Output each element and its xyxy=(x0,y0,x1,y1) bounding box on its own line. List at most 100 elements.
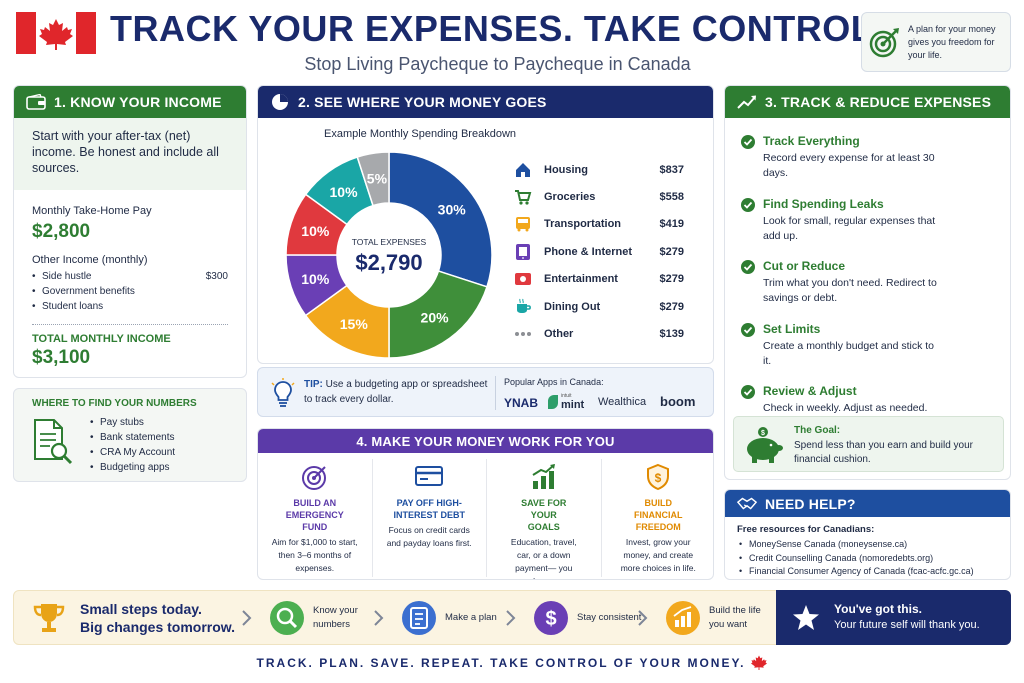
list-item: Credit Counselling Canada (nomoredebts.o… xyxy=(739,552,1009,566)
goal-title: The Goal: xyxy=(794,425,841,436)
spending-card: 2. SEE WHERE YOUR MONEY GOES Example Mon… xyxy=(257,85,714,364)
svg-text:$: $ xyxy=(655,471,662,485)
help-header: NEED HELP? xyxy=(725,490,1010,517)
tip-label: TIP: xyxy=(304,379,323,390)
track-item-text: Trim what you don't need. Redirect to sa… xyxy=(763,277,937,304)
footer-step: Build the life you want xyxy=(666,601,777,635)
track-item: Cut or Reduce Trim what you don't need. … xyxy=(741,259,1001,322)
work-columns: BUILD AN EMERGENCY FUND Aim for $1,000 t… xyxy=(258,459,713,579)
track-item-text: Record every expense for at least 30 day… xyxy=(763,152,935,179)
work-header: 4. MAKE YOUR MONEY WORK FOR YOU xyxy=(258,429,713,453)
work-item-text: Education, travel, car, or a down paymen… xyxy=(510,537,577,579)
callout-text: A plan for your money gives you freedom … xyxy=(908,23,996,60)
donut-center-label: TOTAL EXPENSES xyxy=(351,237,427,247)
income-heading: 1. KNOW YOUR INCOME xyxy=(54,94,222,110)
donut-center-value: $2,790 xyxy=(355,250,423,275)
spending-header: 2. SEE WHERE YOUR MONEY GOES xyxy=(258,86,713,118)
goal-box: $ The Goal: Spend less than you earn and… xyxy=(733,416,1004,472)
donut-percent-label: 30% xyxy=(438,201,467,217)
take-home-value: $2,800 xyxy=(32,221,91,242)
footer-step: $ Stay consistent xyxy=(534,601,645,635)
page-title: TRACK YOUR EXPENSES. TAKE CONTROL. xyxy=(110,8,884,49)
track-item-title: Find Spending Leaks xyxy=(763,196,884,211)
legend-item: Groceries $558 xyxy=(514,183,684,210)
legend-value: $558 xyxy=(659,191,684,204)
donut-slice-other xyxy=(356,151,390,207)
trend-up-icon xyxy=(737,92,757,112)
income-intro: Start with your after-tax (net) income. … xyxy=(32,129,219,175)
income-intro-box: Start with your after-tax (net) income. … xyxy=(14,118,246,190)
cart-icon xyxy=(514,188,532,206)
legend-label: Phone & Internet xyxy=(544,245,633,258)
dollar-icon: $ xyxy=(534,601,568,635)
list-item: Side hustle$300 xyxy=(32,269,228,284)
donut-percent-label: 20% xyxy=(421,310,450,326)
legend-value: $419 xyxy=(659,218,684,231)
legend-value: $139 xyxy=(659,328,684,341)
spending-heading: 2. SEE WHERE YOUR MONEY GOES xyxy=(298,94,547,110)
credit-card-icon xyxy=(377,463,483,493)
list-item: CRA My Account xyxy=(90,445,175,460)
donut-percent-label: 10% xyxy=(301,271,330,287)
work-item-text: Invest, grow your money, and create more… xyxy=(620,537,696,573)
legend-label: Transportation xyxy=(544,218,622,231)
star-icon xyxy=(792,604,820,637)
legend-label: Other xyxy=(544,328,574,341)
help-heading: NEED HELP? xyxy=(765,495,856,512)
list-item: Bank statements xyxy=(90,430,175,445)
track-list: Track Everything Record every expense fo… xyxy=(741,134,1001,447)
work-heading: 4. MAKE YOUR MONEY WORK FOR YOU xyxy=(356,433,615,449)
bus-icon xyxy=(514,215,532,233)
legend-label: Housing xyxy=(544,163,588,176)
footer-line2: Big changes tomorrow. xyxy=(80,619,236,635)
track-item: Set Limits Create a monthly budget and s… xyxy=(741,322,1001,385)
legend-value: $279 xyxy=(659,300,684,313)
house-icon xyxy=(514,161,532,179)
spending-legend: Housing $837 Groceries $558 Transportati… xyxy=(514,156,684,348)
target-icon xyxy=(868,25,902,59)
growth-chart-icon xyxy=(491,463,597,493)
donut-percent-label: 15% xyxy=(340,316,369,332)
goal-text: Spend less than you earn and build your … xyxy=(794,440,974,465)
track-item-text: Look for small, regular expenses that ad… xyxy=(763,214,936,242)
other-income-list: Side hustle$300 Government benefits Stud… xyxy=(32,269,228,314)
footer-step: Make a plan xyxy=(402,601,513,635)
track-item: Find Spending Leaks Look for small, regu… xyxy=(741,197,1001,260)
donut-percent-label: 10% xyxy=(301,223,330,239)
app-logo-ynab: YNAB xyxy=(504,396,539,410)
help-card: NEED HELP? Free resources for Canadians:… xyxy=(724,489,1011,580)
tip-text: Use a budgeting app or spreadsheet to tr… xyxy=(304,379,488,405)
mint-leaf-icon xyxy=(548,395,558,409)
work-item-title: SAVE FOR YOUR GOALS xyxy=(521,498,567,532)
apps-label: Popular Apps in Canada: xyxy=(504,377,604,387)
work-item-title: BUILD FINANCIAL FREEDOM xyxy=(634,498,683,532)
list-item: Financial Consumer Agency of Canada (fca… xyxy=(739,565,1009,579)
list-item: Student loans xyxy=(32,299,228,314)
app-logo-boom: boom xyxy=(660,394,696,409)
legend-value: $279 xyxy=(659,245,684,258)
donut-slice-groceries xyxy=(388,270,488,359)
list-item: Government benefits xyxy=(32,284,228,299)
app-logo-mint: intuit mint xyxy=(548,393,584,411)
check-circle-icon xyxy=(741,135,755,149)
legend-item: Housing $837 xyxy=(514,156,684,183)
app-logo-wealthica: Wealthica xyxy=(598,396,647,408)
legend-value: $279 xyxy=(659,273,684,286)
track-item-text: Check in weekly. Adjust as needed. xyxy=(763,402,928,414)
legend-item: Other $139 xyxy=(514,320,684,347)
footer-step-label: Stay consistent xyxy=(577,612,642,623)
track-item-title: Review & Adjust xyxy=(763,384,857,398)
total-income-label: TOTAL MONTHLY INCOME xyxy=(32,333,171,345)
chevron-right-icon xyxy=(504,609,516,632)
header-callout: A plan for your money gives you freedom … xyxy=(861,12,1011,72)
svg-text:$: $ xyxy=(761,430,765,437)
legend-label: Groceries xyxy=(544,191,596,204)
final-text: Your future self will thank you. xyxy=(834,619,980,631)
total-income-value: $3,100 xyxy=(32,347,91,368)
check-circle-icon xyxy=(741,385,755,399)
legend-value: $837 xyxy=(659,163,684,176)
footer-steps: Know your numbers Make a plan $ Stay cons… xyxy=(240,591,780,646)
work-item-text: Focus on credit cards and payday loans f… xyxy=(386,525,472,548)
check-circle-icon xyxy=(741,322,755,337)
track-heading: 3. TRACK & REDUCE EXPENSES xyxy=(765,94,992,110)
